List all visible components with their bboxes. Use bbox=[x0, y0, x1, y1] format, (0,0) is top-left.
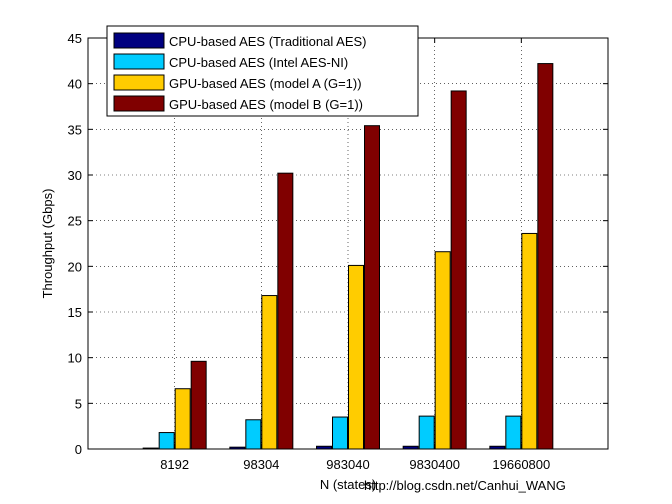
bar bbox=[245, 419, 262, 450]
bar bbox=[505, 415, 522, 450]
x-axis-label: N (states) bbox=[320, 477, 376, 492]
legend-label: CPU-based AES (Intel AES-NI) bbox=[169, 55, 348, 70]
y-tick-label: 25 bbox=[68, 214, 82, 229]
watermark-text: http://blog.csdn.net/Canhui_WANG bbox=[364, 478, 566, 493]
y-tick-label: 30 bbox=[68, 168, 82, 183]
y-tick-label: 5 bbox=[75, 396, 82, 411]
legend-swatch bbox=[113, 32, 165, 49]
bar bbox=[190, 360, 207, 450]
x-tick-label: 19660800 bbox=[492, 457, 550, 472]
y-tick-label: 45 bbox=[68, 31, 82, 46]
x-tick-label: 983040 bbox=[326, 457, 369, 472]
y-tick-label: 15 bbox=[68, 305, 82, 320]
y-tick-label: 10 bbox=[68, 351, 82, 366]
bar bbox=[364, 125, 380, 450]
y-tick-label: 35 bbox=[68, 122, 82, 137]
bar bbox=[434, 251, 451, 450]
legend-label: GPU-based AES (model A (G=1)) bbox=[169, 76, 362, 91]
bar bbox=[261, 295, 278, 450]
bar bbox=[348, 264, 364, 450]
bar bbox=[332, 416, 348, 450]
x-tick-label: 9830400 bbox=[409, 457, 460, 472]
bar bbox=[450, 90, 467, 450]
bar bbox=[521, 232, 538, 450]
legend-label: GPU-based AES (model B (G=1)) bbox=[169, 97, 363, 112]
y-tick-label: 20 bbox=[68, 259, 82, 274]
legend-label: CPU-based AES (Traditional AES) bbox=[169, 34, 367, 49]
y-tick-label: 40 bbox=[68, 77, 82, 92]
legend-swatch bbox=[113, 74, 165, 91]
axis-ticks: 0 5 10 15 20 25 30 35 40 45 8192 98304 983040 9830400… bbox=[68, 31, 608, 472]
y-tick-label: 0 bbox=[75, 442, 82, 457]
bar bbox=[537, 63, 554, 450]
legend: CPU-based AES (Traditional AES) CPU-based… bbox=[106, 25, 419, 117]
bar bbox=[418, 415, 435, 450]
x-tick-label: 8192 bbox=[160, 457, 189, 472]
bars bbox=[142, 63, 554, 450]
x-tick-label: 98304 bbox=[243, 457, 279, 472]
bar bbox=[277, 172, 294, 450]
legend-swatch bbox=[113, 95, 165, 112]
y-axis-label: Throughput (Gbps) bbox=[40, 189, 55, 299]
legend-swatch bbox=[113, 53, 165, 70]
bar bbox=[158, 432, 175, 450]
bar bbox=[174, 388, 191, 450]
